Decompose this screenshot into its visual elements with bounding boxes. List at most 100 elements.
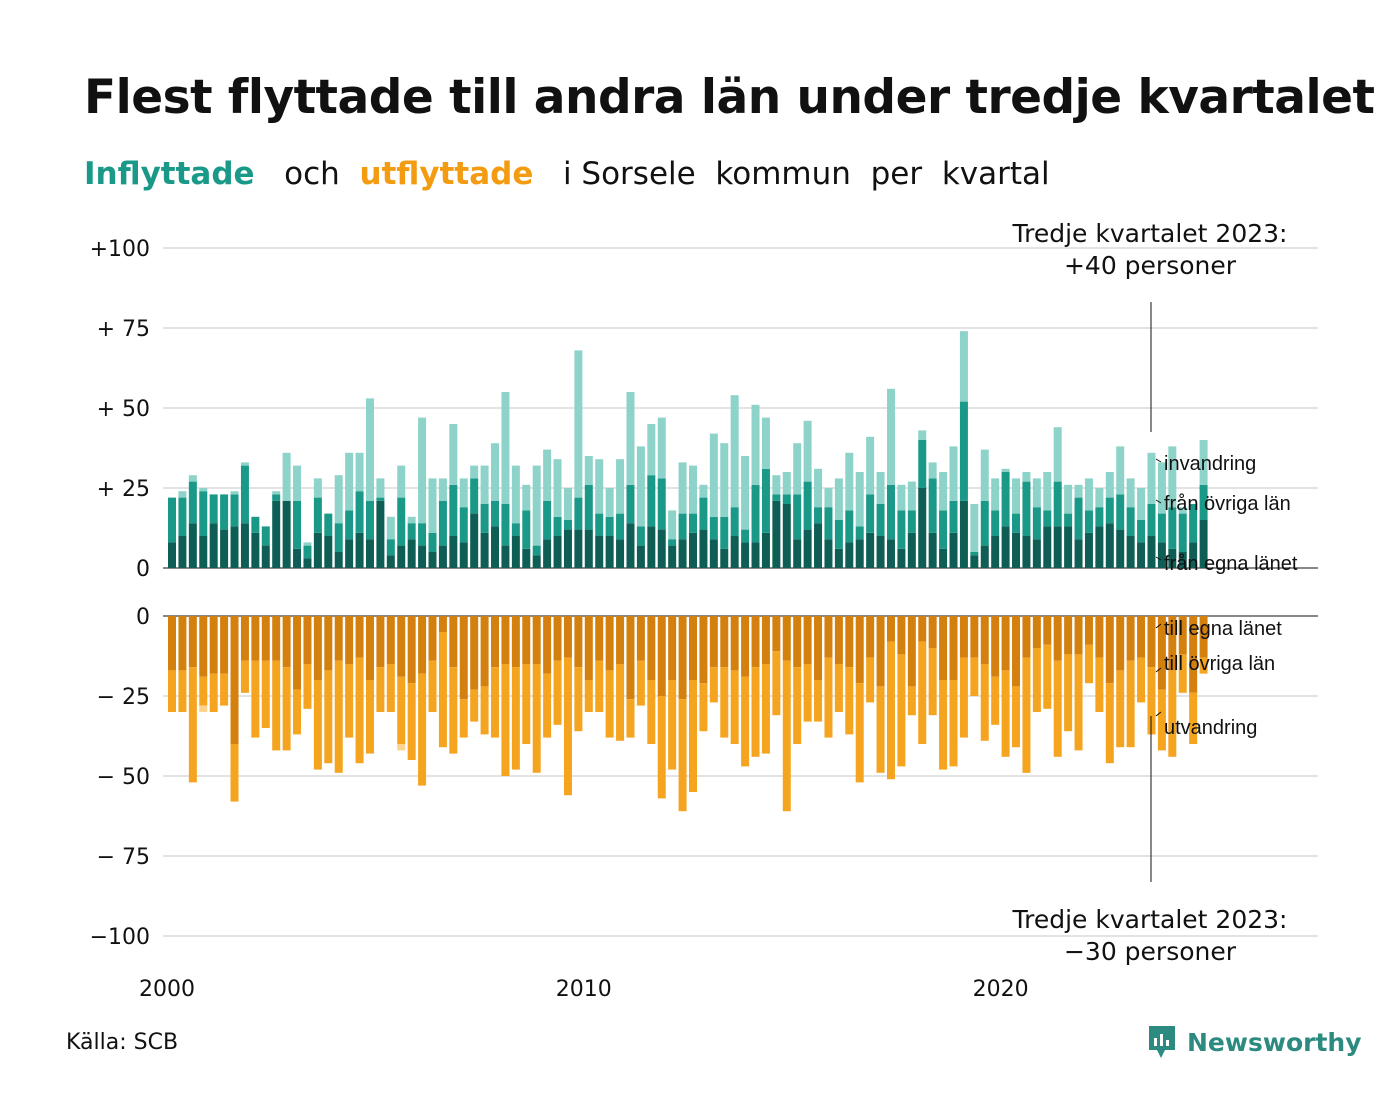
bar-in_other bbox=[1199, 484, 1208, 520]
series-leader-bottom bbox=[1155, 623, 1162, 629]
bar-in_other bbox=[866, 494, 875, 533]
bar-out_other bbox=[814, 680, 823, 722]
bar-in_own bbox=[543, 539, 552, 568]
bar-in_imm bbox=[543, 449, 552, 501]
bar-out_other bbox=[397, 676, 406, 744]
annotation-top-line1: Tredje kvartalet 2023: bbox=[1012, 219, 1288, 248]
bar-out_own bbox=[251, 616, 260, 661]
bar-out_own bbox=[1189, 616, 1198, 693]
bar-in_imm bbox=[1095, 488, 1104, 508]
bar-out_own bbox=[803, 616, 812, 664]
bar-out_own bbox=[1147, 616, 1156, 668]
bar-in_own bbox=[532, 555, 541, 568]
bar-in_imm bbox=[1084, 478, 1093, 511]
bar-out_other bbox=[574, 667, 583, 732]
bar-in_other bbox=[188, 481, 197, 524]
bar-in_own bbox=[647, 526, 656, 568]
bar-in_own bbox=[720, 548, 729, 568]
bar-in_imm bbox=[407, 516, 416, 524]
bar-in_imm bbox=[480, 465, 489, 504]
bar-out_other bbox=[407, 683, 416, 760]
series-label-top: från egna länet bbox=[1164, 553, 1298, 575]
bar-in_other bbox=[678, 513, 687, 540]
bar-out_other bbox=[532, 664, 541, 773]
bar-in_own bbox=[324, 536, 333, 568]
bar-in_other bbox=[1116, 494, 1125, 530]
bar-out_own bbox=[574, 616, 583, 668]
bar-in_own bbox=[730, 536, 739, 568]
bar-in_own bbox=[1116, 529, 1125, 568]
bar-out_own bbox=[1001, 616, 1010, 671]
bar-in_own bbox=[636, 545, 645, 568]
bar-out_other bbox=[647, 680, 656, 744]
bar-out_other bbox=[480, 686, 489, 735]
bar-in_own bbox=[668, 545, 677, 568]
bar-out_other bbox=[720, 667, 729, 738]
migration-chart: +100 + 75 + 50 + 25 0 0 − 25 − 50 − 75 −100 2000 20… bbox=[90, 219, 1318, 1000]
bar-out_own bbox=[355, 616, 364, 658]
bar-in_own bbox=[751, 542, 760, 568]
bar-out_other bbox=[793, 667, 802, 744]
bar-out_own bbox=[1084, 616, 1093, 645]
bar-out_other bbox=[553, 660, 562, 725]
bar-out_other bbox=[511, 667, 520, 770]
bar-out_own bbox=[741, 616, 750, 677]
bar-in_other bbox=[584, 484, 593, 530]
bar-in_own bbox=[1095, 526, 1104, 568]
bar-out_other bbox=[459, 699, 468, 738]
bar-in_other bbox=[626, 484, 635, 524]
bar-out_own bbox=[1095, 616, 1104, 658]
bar-out_own bbox=[866, 616, 875, 658]
bar-out_other bbox=[595, 660, 604, 712]
bar-in_own bbox=[355, 532, 364, 568]
bar-out_other bbox=[918, 641, 927, 744]
bar-out_own bbox=[376, 616, 385, 668]
bar-out_other bbox=[220, 673, 229, 706]
bar-in_other bbox=[522, 510, 531, 549]
bar-out_own bbox=[584, 616, 593, 680]
bar-out_other bbox=[272, 660, 281, 751]
bar-in_other bbox=[1178, 513, 1187, 552]
bar-out_own bbox=[595, 616, 604, 661]
bar-in_imm bbox=[959, 331, 968, 402]
bar-in_own bbox=[1189, 542, 1198, 568]
bar-out_other bbox=[1105, 683, 1114, 764]
bar-in_imm bbox=[866, 436, 875, 495]
bar-in_other bbox=[970, 552, 979, 556]
bar-in_own bbox=[303, 558, 312, 568]
bar-in_other bbox=[855, 526, 864, 540]
bar-out_own bbox=[220, 616, 229, 674]
bar-in_other bbox=[334, 523, 343, 552]
bar-in_own bbox=[1043, 526, 1052, 568]
bar-in_other bbox=[991, 510, 1000, 536]
bar-out_own bbox=[1032, 616, 1041, 648]
bar-in_own bbox=[282, 500, 291, 568]
series-leader-bottom bbox=[1155, 711, 1162, 717]
bar-in_other bbox=[876, 504, 885, 536]
y-tick-label-bottom: − 25 bbox=[97, 685, 150, 710]
bar-in_own bbox=[970, 555, 979, 568]
bar-in_imm bbox=[595, 459, 604, 514]
x-tick-label: 2000 bbox=[139, 977, 195, 1000]
annotation-top-line2: +40 personer bbox=[1064, 251, 1237, 280]
bar-in_imm bbox=[1032, 478, 1041, 508]
bar-in_own bbox=[313, 532, 322, 568]
bar-out_own bbox=[511, 616, 520, 668]
bar-out_own bbox=[418, 616, 427, 674]
bar-in_imm bbox=[876, 472, 885, 504]
bar-in_other bbox=[261, 526, 270, 546]
bar-out_other bbox=[605, 670, 614, 738]
bar-out_other bbox=[449, 667, 458, 754]
bar-in_own bbox=[240, 523, 249, 568]
bar-out_other bbox=[678, 699, 687, 812]
bar-out_other bbox=[855, 683, 864, 783]
bar-out_own bbox=[272, 616, 281, 661]
bar-in_imm bbox=[376, 478, 385, 498]
bar-out_other bbox=[741, 676, 750, 767]
bar-out_other bbox=[1012, 686, 1021, 748]
bar-out_other bbox=[1116, 670, 1125, 748]
bar-in_imm bbox=[1147, 452, 1156, 504]
bar-in_imm bbox=[980, 449, 989, 501]
bar-out_other bbox=[491, 667, 500, 738]
bar-out_own bbox=[324, 616, 333, 671]
